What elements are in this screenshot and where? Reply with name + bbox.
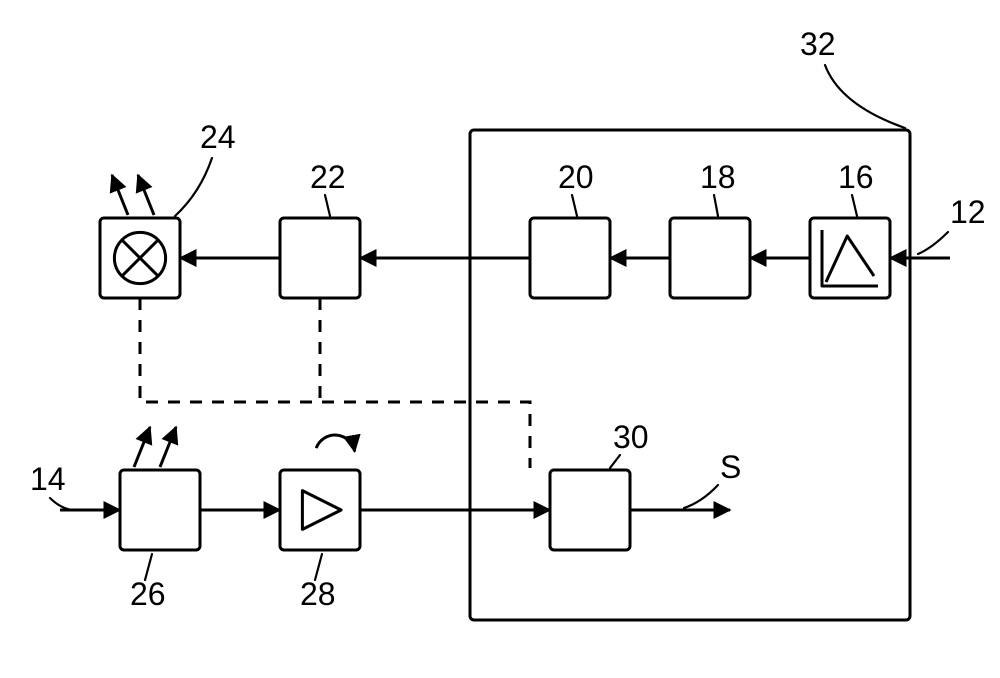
block-b22	[280, 218, 360, 298]
block-b18	[670, 218, 750, 298]
container-32	[470, 130, 910, 620]
label-24: 24	[200, 119, 236, 155]
label-12: 12	[950, 194, 986, 230]
leader-14	[50, 498, 72, 510]
label-14: 14	[30, 461, 66, 497]
block-b24	[100, 218, 180, 298]
leader-32	[825, 65, 905, 128]
label-28: 28	[300, 576, 336, 612]
block-b16	[810, 218, 890, 298]
block-b30	[550, 470, 630, 550]
block-b26	[120, 470, 200, 550]
label-18: 18	[700, 159, 736, 195]
leader-S	[684, 485, 718, 508]
emit-arrow-b24	[138, 175, 154, 215]
leader-16	[852, 195, 857, 216]
leader-30	[610, 455, 620, 468]
label-20: 20	[558, 159, 594, 195]
label-30: 30	[613, 419, 649, 455]
block-b28	[280, 470, 360, 550]
emit-arrow-b26	[134, 427, 150, 467]
leader-22	[325, 195, 330, 216]
leader-24	[175, 158, 212, 216]
rotation-arc	[316, 435, 354, 452]
block-diagram: 32 24 22 20 18 16 12 14 26 28 30 S	[0, 0, 1000, 678]
label-22: 22	[310, 159, 346, 195]
leader-20	[572, 195, 577, 216]
block-b20	[530, 218, 610, 298]
leader-12	[918, 232, 948, 254]
leader-18	[714, 195, 718, 216]
label-16: 16	[838, 159, 874, 195]
label-S: S	[720, 449, 741, 485]
label-32: 32	[800, 26, 836, 62]
label-26: 26	[130, 576, 166, 612]
emit-arrow-b24	[112, 175, 128, 215]
emit-arrow-b26	[160, 427, 176, 467]
